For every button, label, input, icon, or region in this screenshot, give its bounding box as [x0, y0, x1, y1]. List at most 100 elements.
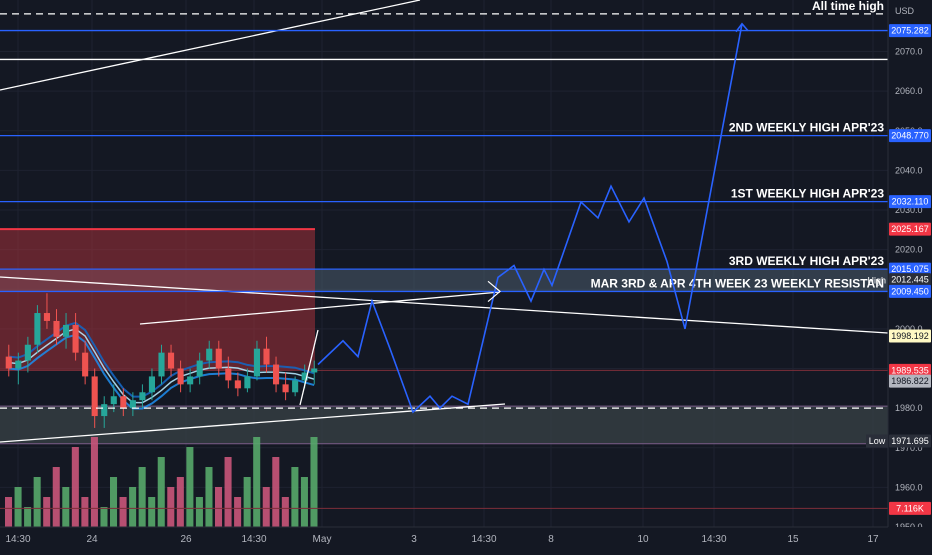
low-label: Low: [869, 436, 886, 446]
candle-body[interactable]: [129, 400, 136, 409]
candle-body[interactable]: [15, 360, 22, 369]
candle-body[interactable]: [43, 313, 51, 321]
candle-body[interactable]: [196, 360, 203, 377]
ma-line: [8, 333, 315, 410]
volume-bar: [52, 467, 60, 527]
volume-bar: [310, 437, 318, 527]
time-tick-label: 15: [787, 534, 799, 545]
volume-bar: [205, 467, 213, 527]
price-tag-text: 2048.770: [891, 131, 929, 141]
volume-bar: [253, 437, 261, 527]
candle-body[interactable]: [167, 352, 175, 369]
candle-body[interactable]: [72, 324, 79, 353]
volume-bar: [215, 487, 223, 527]
volume-bar: [243, 477, 251, 527]
volume-bar: [71, 447, 79, 527]
candle-body[interactable]: [53, 320, 60, 337]
volume-bar: [167, 487, 175, 527]
price-tag: [889, 329, 931, 343]
price-tag-text: 1989.535: [891, 365, 929, 375]
candle-body[interactable]: [5, 356, 12, 369]
price-tick-label: 1980.0: [895, 403, 923, 413]
price-tag: [889, 273, 931, 287]
time-tick-label: 24: [86, 534, 98, 545]
price-tick-label: 1960.0: [895, 482, 923, 492]
volume-bar: [157, 457, 165, 527]
candlesticks[interactable]: [5, 293, 318, 428]
candle-body[interactable]: [91, 376, 98, 417]
candle-body[interactable]: [110, 396, 117, 405]
price-tag: [889, 363, 931, 377]
volume-bar: [186, 447, 194, 527]
time-tick-label: 26: [180, 534, 192, 545]
price-tick-label: 2070.0: [895, 47, 923, 57]
candle-body[interactable]: [292, 380, 299, 393]
volume-bar: [129, 487, 137, 527]
candle-body[interactable]: [301, 372, 308, 381]
volume-bar: [262, 487, 270, 527]
candle-body[interactable]: [101, 404, 108, 417]
candle-body[interactable]: [148, 376, 156, 393]
time-tick-label: 8: [548, 534, 554, 545]
candle-body[interactable]: [177, 368, 184, 385]
trendline: [0, 403, 506, 443]
price-tag: [889, 24, 931, 38]
candle-body[interactable]: [24, 344, 31, 361]
price-tag: [889, 129, 931, 143]
volume-bar: [62, 487, 70, 527]
candle-body[interactable]: [62, 324, 70, 337]
volume-bar: [195, 497, 203, 527]
volume-bar: [272, 457, 280, 527]
candle-body[interactable]: [244, 376, 251, 389]
candle-body[interactable]: [187, 376, 194, 385]
volume-bar: [14, 487, 22, 527]
price-tick-label: 1970.0: [895, 443, 923, 453]
volume-bars: [0, 437, 888, 527]
candle-body[interactable]: [253, 348, 261, 377]
time-tick-label: 10: [637, 534, 649, 545]
trendline: [139, 291, 501, 325]
candle-body[interactable]: [263, 348, 270, 365]
candle-body[interactable]: [34, 313, 41, 345]
candle-body[interactable]: [158, 352, 165, 377]
price-tag: [889, 195, 931, 209]
trendlines: [0, 0, 889, 443]
volume-bar: [291, 467, 299, 527]
currency-label: USD: [895, 6, 915, 16]
candle-body[interactable]: [206, 348, 213, 361]
support-zone: [0, 406, 888, 444]
time-axis-panel[interactable]: [0, 527, 932, 550]
candle-body[interactable]: [311, 368, 318, 373]
price-tick-label: 2040.0: [895, 165, 923, 175]
candle-body[interactable]: [282, 384, 289, 393]
trendline: [0, 276, 889, 334]
time-axis[interactable]: 14:30 24 26 14:30 May 3 14:30 8 10 14:30 15 17: [0, 526, 932, 550]
time-tick-label: 14:30: [701, 534, 726, 545]
volume-bar: [81, 497, 89, 527]
price-tag: [889, 262, 931, 276]
time-tick-label: 14:30: [471, 534, 496, 545]
time-tick-label: 14:30: [241, 534, 266, 545]
volume-bar: [138, 467, 146, 527]
candle-body[interactable]: [215, 348, 222, 369]
volume-bar: [24, 507, 32, 527]
candle-body[interactable]: [120, 396, 127, 409]
candle-body[interactable]: [82, 352, 89, 377]
volume-bar: [43, 497, 51, 527]
price-tag-text: 2032.110: [892, 197, 929, 207]
candle-body[interactable]: [139, 392, 146, 401]
candle-body[interactable]: [272, 364, 280, 385]
price-tick-label: 2060.0: [895, 86, 923, 96]
candle-body[interactable]: [234, 380, 241, 389]
price-level-label: All time high: [812, 0, 884, 13]
price-tag: [889, 374, 931, 388]
low-label-bg: [866, 434, 888, 448]
zones: [0, 228, 888, 445]
time-tick-label: 3: [411, 534, 417, 545]
price-level-label: 3RD WEEKLY HIGH APR'23: [729, 254, 884, 268]
candle-body[interactable]: [225, 368, 232, 381]
volume-bar: [224, 457, 232, 527]
volume-bar: [281, 497, 289, 527]
